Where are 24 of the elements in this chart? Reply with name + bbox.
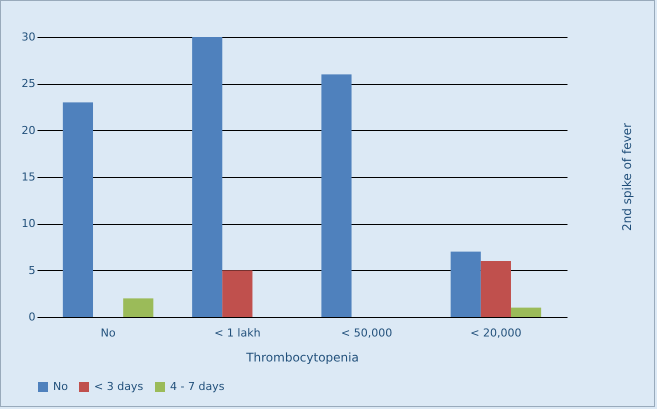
bar <box>321 74 352 317</box>
bar <box>192 37 222 317</box>
y-tick-label: 15 <box>22 170 36 184</box>
legend-label: No <box>53 380 68 393</box>
y-tick-label: 25 <box>22 77 36 90</box>
y-tick-label: 20 <box>22 124 36 137</box>
bar <box>123 298 154 317</box>
bar <box>480 261 511 317</box>
x-axis-title: Thrombocytopenia <box>245 350 359 364</box>
y-tick-label: 5 <box>28 264 36 277</box>
x-tick-label: < 1 lakh <box>214 326 261 340</box>
x-tick-label: < 50,000 <box>341 326 392 340</box>
text: 2nd spike of fever <box>620 122 634 231</box>
y-tick-label: 30 <box>22 30 36 44</box>
y-tick-label: 0 <box>28 310 36 324</box>
bar <box>510 308 542 317</box>
legend-label: 4 - 7 days <box>170 380 225 393</box>
bar <box>62 102 94 317</box>
bar <box>222 270 252 317</box>
y-tick-label: 10 <box>22 217 36 230</box>
x-tick-label: < 20,000 <box>470 326 522 340</box>
x-tick-label: No <box>100 326 116 340</box>
legend-label: < 3 days <box>94 380 144 393</box>
bar <box>450 252 481 317</box>
